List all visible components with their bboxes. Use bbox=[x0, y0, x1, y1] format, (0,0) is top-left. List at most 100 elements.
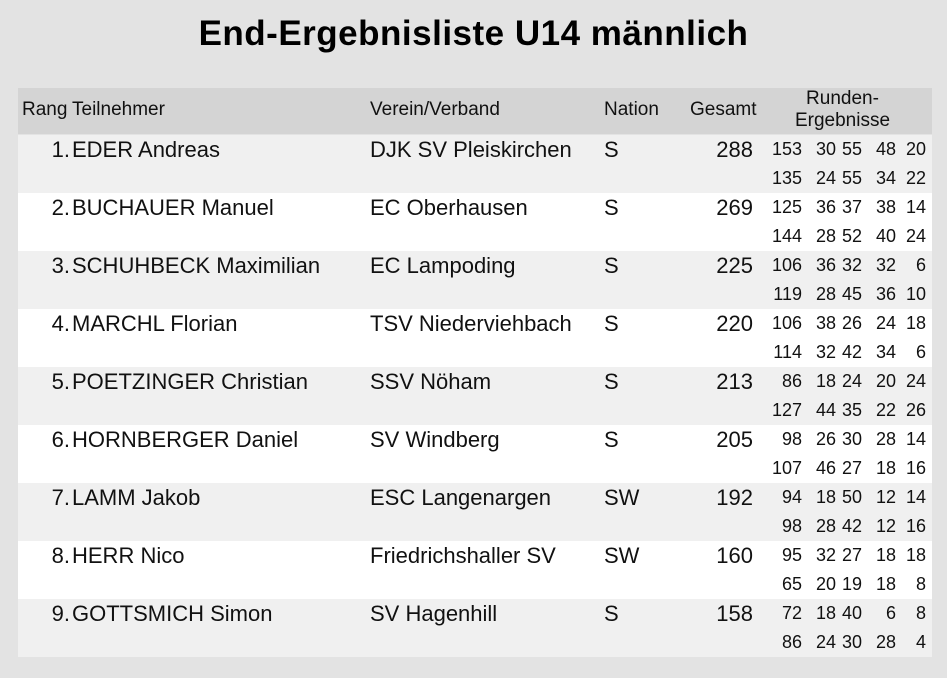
nation: S bbox=[604, 427, 619, 452]
round-result: 14 bbox=[905, 487, 926, 507]
rank: 2. bbox=[51, 195, 70, 220]
round-result: 28 bbox=[815, 226, 836, 246]
round-result: 8 bbox=[915, 574, 926, 594]
round-result: 86 bbox=[781, 632, 802, 652]
rank: 9. bbox=[51, 601, 70, 626]
round-result: 14 bbox=[905, 429, 926, 449]
round-result: 35 bbox=[841, 400, 862, 420]
name: EDER Andreas bbox=[72, 137, 220, 162]
round-result: 72 bbox=[781, 603, 802, 623]
round-result: 65 bbox=[781, 574, 802, 594]
table-row bbox=[18, 599, 932, 657]
round-result: 48 bbox=[875, 139, 896, 159]
round-result: 32 bbox=[875, 255, 896, 275]
name: HORNBERGER Daniel bbox=[72, 427, 299, 452]
name: LAMM Jakob bbox=[72, 485, 201, 510]
club: EC Oberhausen bbox=[370, 195, 528, 220]
round-result: 114 bbox=[773, 342, 802, 362]
round-result: 98 bbox=[781, 516, 802, 536]
club: EC Lampoding bbox=[370, 253, 516, 278]
total: 213 bbox=[716, 369, 753, 394]
round-result: 30 bbox=[841, 632, 862, 652]
table-row bbox=[18, 483, 932, 541]
round-result: 46 bbox=[815, 458, 836, 478]
name: POETZINGER Christian bbox=[72, 369, 308, 394]
rank: 5. bbox=[51, 369, 70, 394]
rank: 6. bbox=[51, 427, 70, 452]
rank: 3. bbox=[51, 253, 70, 278]
table-row bbox=[18, 309, 932, 367]
round-result: 19 bbox=[841, 574, 862, 594]
round-result: 40 bbox=[875, 226, 896, 246]
total: 160 bbox=[716, 543, 753, 568]
column-header: Gesamt bbox=[690, 99, 757, 120]
total: 205 bbox=[716, 427, 753, 452]
rank: 8. bbox=[51, 543, 70, 568]
name: MARCHL Florian bbox=[72, 311, 238, 336]
nation: S bbox=[604, 253, 619, 278]
round-result: 20 bbox=[815, 574, 836, 594]
round-result: 30 bbox=[841, 429, 862, 449]
table-row bbox=[18, 135, 932, 193]
round-result: 18 bbox=[815, 487, 836, 507]
table-row bbox=[18, 541, 932, 599]
column-header: Rang bbox=[22, 99, 68, 120]
round-result: 144 bbox=[771, 226, 802, 246]
round-result: 24 bbox=[841, 371, 862, 391]
name: HERR Nico bbox=[72, 543, 185, 568]
round-result: 95 bbox=[781, 545, 802, 565]
round-result: 55 bbox=[841, 139, 862, 159]
name: GOTTSMICH Simon bbox=[72, 601, 273, 626]
round-result: 16 bbox=[905, 458, 926, 478]
round-result: 38 bbox=[815, 313, 836, 333]
round-result: 28 bbox=[875, 632, 896, 652]
round-result: 50 bbox=[841, 487, 862, 507]
round-result: 127 bbox=[771, 400, 802, 420]
round-result: 36 bbox=[815, 255, 836, 275]
round-result: 22 bbox=[875, 400, 896, 420]
round-result: 52 bbox=[841, 226, 862, 246]
round-result: 107 bbox=[771, 458, 802, 478]
table-row bbox=[18, 193, 932, 251]
round-result: 106 bbox=[771, 255, 802, 275]
round-result: 119 bbox=[773, 284, 802, 304]
round-result: 42 bbox=[841, 342, 862, 362]
column-header: Verein/Verband bbox=[370, 99, 500, 120]
round-result: 135 bbox=[771, 168, 802, 188]
round-result: 32 bbox=[815, 342, 836, 362]
round-result: 37 bbox=[841, 197, 862, 217]
round-result: 18 bbox=[875, 458, 896, 478]
round-result: 6 bbox=[885, 603, 896, 623]
round-result: 34 bbox=[875, 168, 896, 188]
table-row bbox=[18, 251, 932, 309]
club: ESC Langenargen bbox=[370, 485, 552, 510]
table-header bbox=[18, 88, 932, 134]
round-result: 28 bbox=[815, 516, 836, 536]
nation: S bbox=[604, 311, 619, 336]
round-result: 106 bbox=[771, 313, 802, 333]
round-result: 20 bbox=[875, 371, 896, 391]
round-result: 27 bbox=[841, 458, 862, 478]
total: 225 bbox=[716, 253, 753, 278]
round-result: 40 bbox=[841, 603, 862, 623]
round-result: 55 bbox=[841, 168, 862, 188]
round-result: 22 bbox=[905, 168, 926, 188]
round-result: 36 bbox=[815, 197, 836, 217]
round-result: 32 bbox=[815, 545, 836, 565]
round-result: 4 bbox=[915, 632, 926, 652]
round-result: 42 bbox=[841, 516, 862, 536]
title: End-Ergebnisliste U14 männlich bbox=[198, 14, 749, 53]
column-header: Runden-Ergebnisse bbox=[794, 88, 891, 131]
round-result: 18 bbox=[905, 313, 926, 333]
round-result: 12 bbox=[875, 516, 896, 536]
club: SV Hagenhill bbox=[370, 601, 498, 626]
club: DJK SV Pleiskirchen bbox=[370, 137, 572, 162]
round-result: 34 bbox=[875, 342, 896, 362]
club: Friedrichshaller SV bbox=[370, 543, 556, 568]
round-result: 14 bbox=[905, 197, 926, 217]
round-result: 18 bbox=[905, 545, 926, 565]
round-result: 30 bbox=[815, 139, 836, 159]
rank: 7. bbox=[51, 485, 70, 510]
round-result: 20 bbox=[905, 139, 926, 159]
round-result: 28 bbox=[815, 284, 836, 304]
